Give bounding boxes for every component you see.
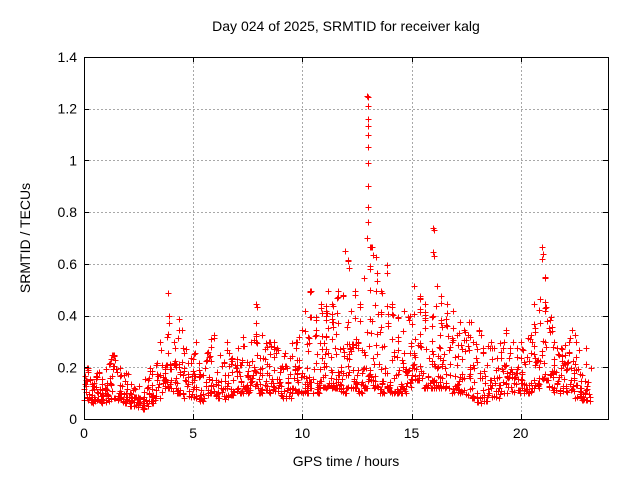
y-axis-label: SRMTID / TECUs: [17, 183, 33, 293]
y-tick-label: 0.4: [58, 308, 78, 324]
gridlines: [85, 58, 607, 418]
y-tick-labels: 0 0.2 0.4 0.6 0.8 1 1.2 1.4: [58, 49, 78, 427]
y-tick-label: 1.4: [58, 49, 78, 65]
chart-title: Day 024 of 2025, SRMTID for receiver kal…: [212, 18, 480, 34]
tick-marks: [84, 57, 608, 420]
y-tick-label: 0.2: [58, 359, 78, 375]
y-tick-label: 0.6: [58, 256, 78, 272]
x-axis-label: GPS time / hours: [293, 453, 400, 469]
x-tick-label: 5: [189, 425, 197, 441]
scatter-points: [81, 93, 595, 413]
x-tick-label: 0: [80, 425, 88, 441]
data-point-markers: [81, 93, 595, 413]
y-tick-label: 1: [69, 152, 77, 168]
axis-frame: [84, 57, 609, 420]
x-tick-labels: 0 5 10 15 20: [80, 425, 529, 441]
y-tick-label: 0.8: [58, 204, 78, 220]
x-tick-label: 10: [295, 425, 311, 441]
y-tick-label: 1.2: [58, 101, 78, 117]
y-tick-label: 0: [69, 411, 77, 427]
x-tick-label: 15: [404, 425, 420, 441]
x-tick-label: 20: [513, 425, 529, 441]
